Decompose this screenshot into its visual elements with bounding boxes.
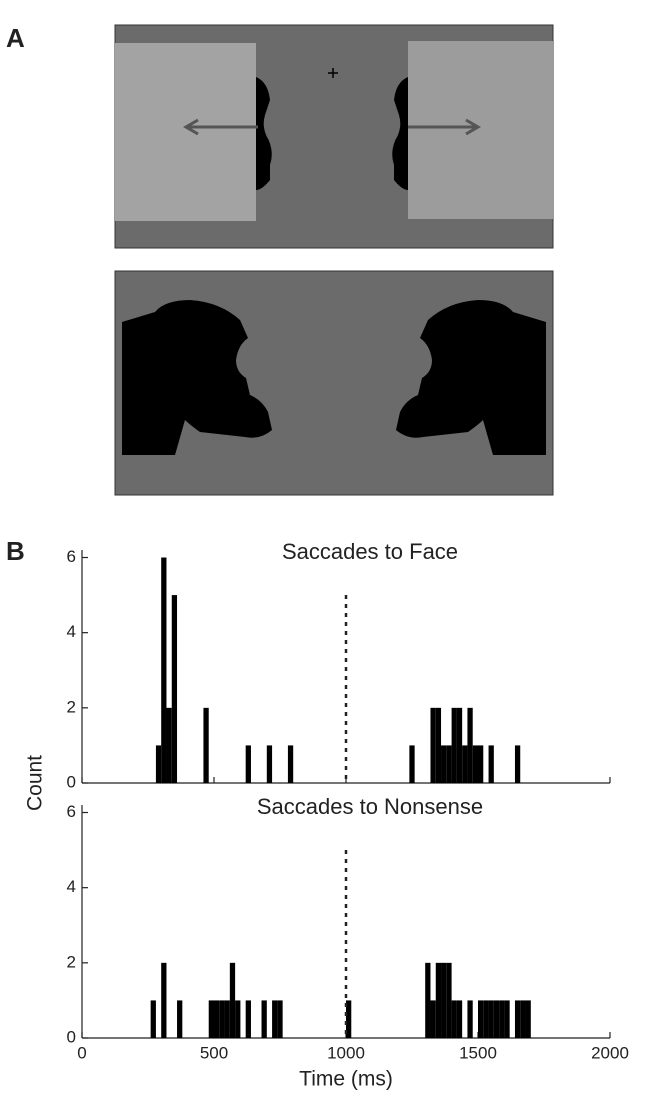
bar bbox=[245, 745, 251, 783]
bar bbox=[441, 962, 447, 1038]
bar bbox=[488, 1000, 494, 1038]
bar bbox=[155, 745, 162, 783]
y-axis-label: Count bbox=[24, 755, 47, 811]
bar bbox=[451, 1000, 457, 1038]
bar bbox=[525, 1000, 531, 1038]
bar bbox=[214, 1000, 220, 1038]
bar bbox=[219, 1000, 225, 1038]
bar bbox=[514, 1000, 521, 1038]
bar bbox=[456, 1000, 463, 1038]
bar bbox=[435, 962, 442, 1038]
bar bbox=[446, 962, 452, 1038]
x-tick-label: 1500 bbox=[459, 1043, 497, 1062]
bar bbox=[467, 707, 473, 783]
bar bbox=[430, 707, 436, 783]
bar bbox=[224, 1000, 230, 1038]
bar bbox=[161, 557, 167, 783]
stimulus-occluded bbox=[114, 24, 554, 249]
bar bbox=[208, 1000, 214, 1038]
bar bbox=[467, 1000, 473, 1038]
bar bbox=[272, 1000, 278, 1038]
bar bbox=[235, 1000, 241, 1038]
chart-title: Saccades to Nonsense bbox=[257, 794, 483, 819]
bar bbox=[346, 1000, 352, 1038]
bar bbox=[150, 1000, 156, 1038]
bar bbox=[451, 707, 457, 783]
bar bbox=[499, 1000, 505, 1038]
bar bbox=[514, 745, 521, 783]
panel-label: B bbox=[6, 536, 25, 566]
y-tick-label: 6 bbox=[67, 802, 76, 821]
bar bbox=[483, 1000, 489, 1038]
bar bbox=[266, 745, 273, 783]
x-tick-label: 500 bbox=[200, 1043, 228, 1062]
bar bbox=[441, 745, 447, 783]
bar bbox=[171, 595, 178, 783]
x-axis-label: Time (ms) bbox=[299, 1068, 393, 1091]
x-tick-label: 1000 bbox=[327, 1043, 365, 1062]
bar bbox=[446, 745, 452, 783]
bar bbox=[462, 745, 468, 783]
y-tick-label: 2 bbox=[67, 952, 76, 971]
y-tick-label: 0 bbox=[67, 1027, 76, 1046]
bar bbox=[261, 1000, 267, 1038]
bar bbox=[287, 745, 294, 783]
bar bbox=[478, 1000, 484, 1038]
bar bbox=[229, 962, 236, 1038]
bar bbox=[203, 707, 209, 783]
bar bbox=[166, 707, 172, 783]
y-tick-label: 0 bbox=[67, 772, 76, 791]
y-tick-label: 4 bbox=[67, 877, 76, 896]
bar bbox=[430, 1000, 436, 1038]
bar bbox=[456, 707, 463, 783]
x-tick-label: 2000 bbox=[591, 1043, 629, 1062]
panel-label: A bbox=[6, 23, 25, 53]
bar bbox=[493, 1000, 500, 1038]
bar bbox=[435, 707, 442, 783]
bar bbox=[520, 1000, 526, 1038]
bar bbox=[488, 745, 494, 783]
bar bbox=[504, 1000, 510, 1038]
bar bbox=[478, 745, 484, 783]
chart-title: Saccades to Face bbox=[282, 539, 458, 564]
bar bbox=[161, 962, 167, 1038]
x-tick-label: 0 bbox=[77, 1043, 86, 1062]
bar bbox=[245, 1000, 251, 1038]
y-tick-label: 2 bbox=[67, 697, 76, 716]
y-tick-label: 4 bbox=[67, 622, 76, 641]
bar bbox=[277, 1000, 283, 1038]
bar bbox=[425, 962, 431, 1038]
bar bbox=[177, 1000, 183, 1038]
bar bbox=[472, 745, 478, 783]
y-tick-label: 6 bbox=[67, 547, 76, 566]
bar bbox=[409, 745, 415, 783]
stimulus-faces bbox=[114, 270, 554, 496]
